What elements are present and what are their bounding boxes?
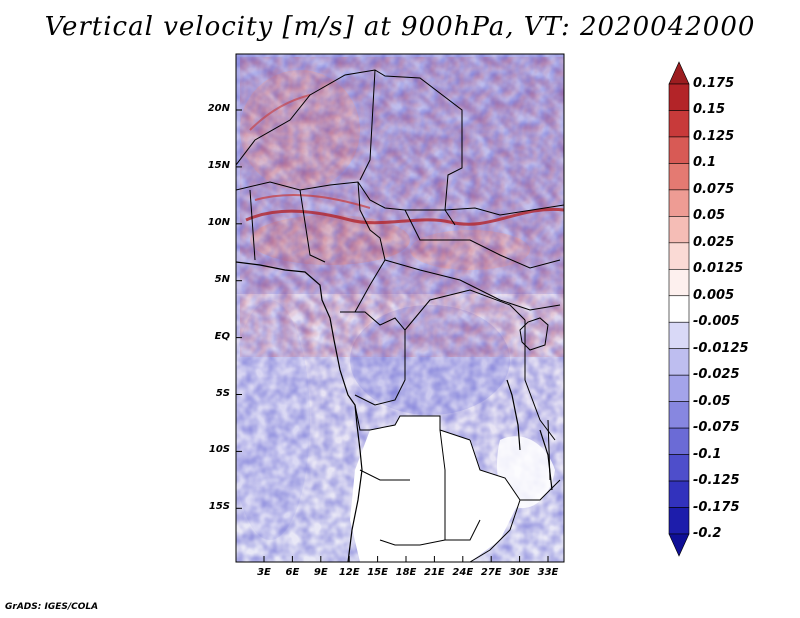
colorbar-label: -0.05 [693,393,731,409]
colorbar-segment [668,163,690,191]
colorbar-label: 0.025 [693,234,735,250]
colorbar-segment [668,480,690,508]
colorbar-label: -0.005 [693,314,740,330]
lat-label: 10S [208,444,230,456]
lat-label: EQ [214,330,230,342]
colorbar-label: -0.175 [693,499,740,515]
colorbar-segment [668,321,690,350]
colorbar-segment [668,348,690,376]
longitude-ticks [263,556,549,562]
map-frame [235,53,565,563]
lat-label: 20N [207,103,230,114]
colorbar-segment [668,83,690,111]
lon-label: 6E [285,567,300,578]
colorbar-segment [668,454,690,482]
colorbar-label: 0.1 [693,155,717,171]
lon-label: 24E [452,567,474,578]
colorbar-segment [668,427,690,455]
lon-label: 3E [257,567,271,578]
colorbar-segment [668,533,690,557]
colorbar-segment [668,136,690,164]
coastline [236,261,363,562]
latitude-ticks [236,109,242,509]
lon-label: 30E [509,567,530,578]
lat-label: 5S [215,387,230,399]
grads-credit: GrADS: IGES/COLA [5,602,99,612]
lon-label: 18E [395,567,417,578]
lon-label: 15E [367,567,388,578]
colorbar-segment [668,216,690,244]
colorbar-segment [668,189,690,217]
colorbar-label: 0.005 [693,287,735,303]
colorbar-label: -0.1 [693,446,722,462]
colorbar-label: 0.075 [693,181,735,197]
figure-title: Vertical velocity [m/s] at 900hPa, VT: 2… [44,12,756,42]
colorbar-segment [668,110,690,138]
colorbar-segment [668,242,690,270]
colorbar-label: 0.125 [693,128,735,144]
colorbar-segment [668,374,690,402]
velocity-field [236,54,564,562]
lake-victoria [519,317,549,351]
colorbar-label: -0.075 [693,420,740,436]
colorbar-label: -0.125 [693,473,740,489]
colorbar-segment [668,61,690,85]
colorbar-segment [668,295,690,323]
lake-tanganyika [506,379,521,451]
colorbar-label: -0.025 [693,367,740,383]
colorbar-label: -0.0125 [693,340,749,356]
lon-label: 33E [537,567,559,578]
lon-label: 12E [338,567,360,578]
colorbar-segment [668,401,690,429]
lat-label: 10N [207,216,230,228]
lake-malawi [539,429,553,491]
colorbar-segment [668,507,690,535]
colorbar-label: 0.05 [693,208,726,224]
colorbar-label: -0.2 [693,526,722,541]
colorbar [668,61,690,557]
lon-label: 21E [424,567,445,578]
country-borders [236,69,564,562]
lat-label: 15S [208,501,230,513]
colorbar-segment [668,268,690,297]
lat-label: 15N [207,159,230,171]
lat-label: 5N [214,273,230,285]
colorbar-label: 0.15 [693,102,726,118]
colorbar-label: 0.0125 [693,261,744,277]
lon-label: 27E [480,567,502,578]
lon-label: 9E [313,567,328,578]
colorbar-label: 0.175 [693,76,735,91]
